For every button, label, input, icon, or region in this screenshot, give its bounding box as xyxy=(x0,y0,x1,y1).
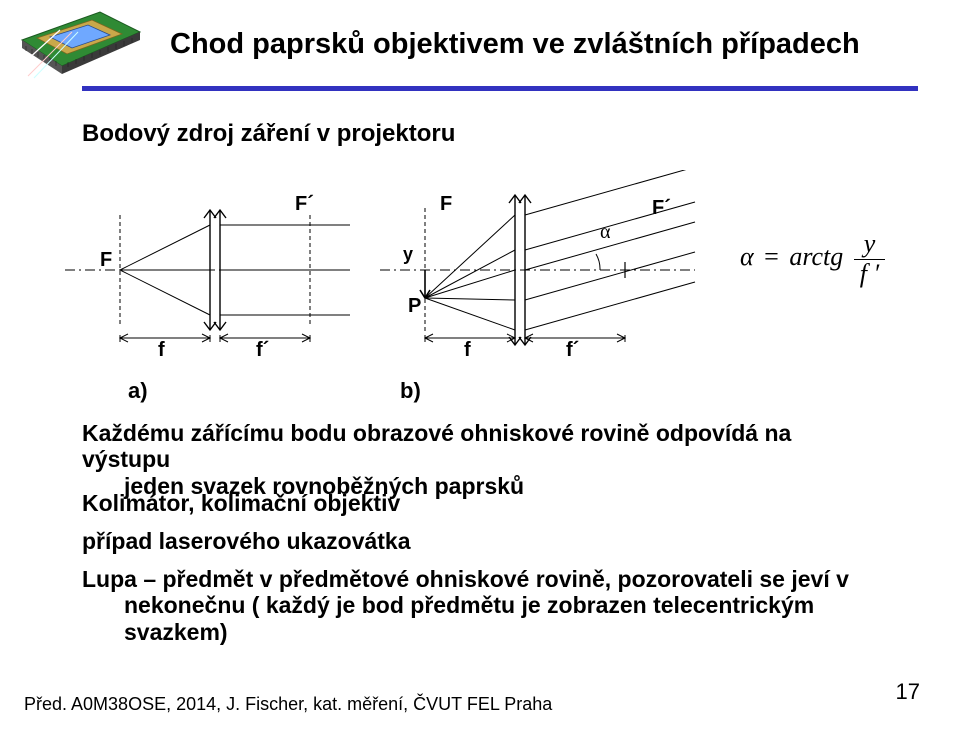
eq-arctg: arctg xyxy=(789,242,843,271)
label-y-b: y xyxy=(403,244,413,264)
label-F-b: F xyxy=(440,193,452,215)
eq-den: f ′ xyxy=(854,260,885,289)
label-Fprime-a: F´ xyxy=(295,193,314,215)
label-fprime-b: f´ xyxy=(566,339,579,361)
eq-num: y xyxy=(854,230,885,260)
label-f-b: f xyxy=(464,339,471,361)
label-b: b) xyxy=(400,378,421,404)
eq-fraction: y f ′ xyxy=(854,230,885,288)
title-underline xyxy=(82,86,918,91)
p4-l1: Lupa – předmět v předmětové ohniskové ro… xyxy=(82,566,849,592)
label-f-a: f xyxy=(158,339,165,361)
diagram-a: F´ F f f´ xyxy=(65,193,350,361)
optics-diagram: F´ F f f´ xyxy=(60,170,700,380)
paragraph-2: Kolimátor, kolimační objektiv xyxy=(82,490,400,516)
label-P-b: P xyxy=(408,295,421,317)
eq-alpha: α xyxy=(740,242,754,271)
footer-text: Před. A0M38OSE, 2014, J. Fischer, kat. m… xyxy=(24,694,552,715)
slide: Chod paprsků objektivem ve zvláštních př… xyxy=(0,0,960,737)
label-Fprime-b: F´ xyxy=(652,197,671,219)
p1-l1: Každému zářícímu bodu obrazové ohniskové… xyxy=(82,420,791,472)
sensor-icon xyxy=(12,10,142,82)
label-alpha-b: α xyxy=(600,221,611,243)
diagram-b: F α F´ y P f f´ xyxy=(380,170,695,361)
eq-equals: = xyxy=(760,242,783,271)
paragraph-1: Každému zářícímu bodu obrazové ohniskové… xyxy=(82,420,862,499)
subtitle: Bodový zdroj záření v projektoru xyxy=(82,120,455,148)
label-F-a: F xyxy=(100,249,112,271)
equation: α = arctg y f ′ xyxy=(740,230,885,288)
paragraph-3: případ laserového ukazovátka xyxy=(82,528,411,554)
paragraph-4: Lupa – předmět v předmětové ohniskové ro… xyxy=(82,566,882,645)
page-number: 17 xyxy=(896,679,920,705)
label-a: a) xyxy=(128,378,148,404)
page-title: Chod paprsků objektivem ve zvláštních př… xyxy=(170,28,860,61)
p4-l2: nekonečnu ( každý je bod předmětu je zob… xyxy=(82,592,882,645)
label-fprime-a: f´ xyxy=(256,339,269,361)
